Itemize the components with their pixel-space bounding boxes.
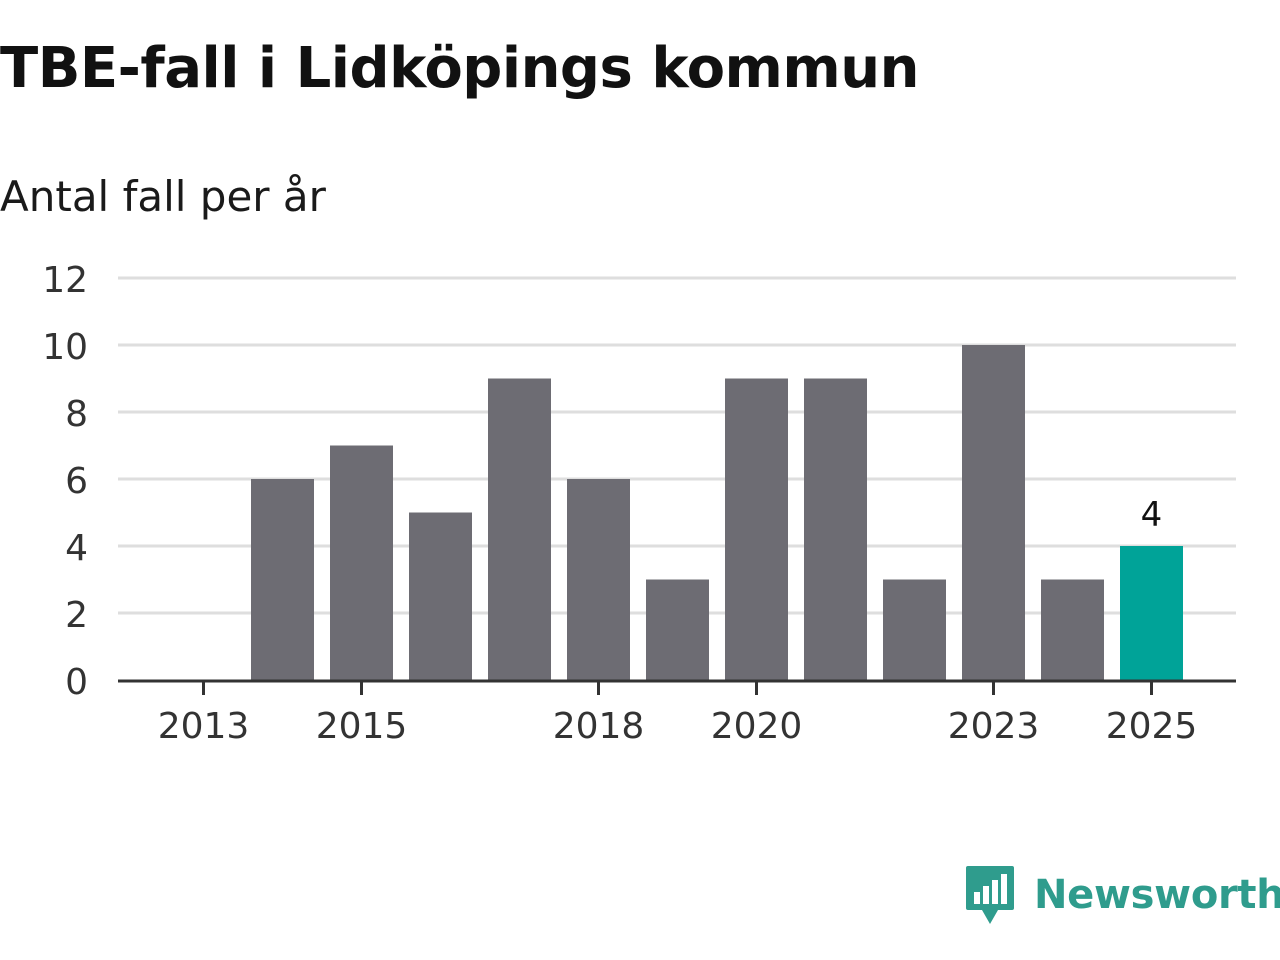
bar-2023 bbox=[962, 345, 1025, 680]
chart-title: TBE-fall i Lidköpings kommun bbox=[0, 36, 920, 101]
bar-2024 bbox=[1041, 579, 1104, 680]
bar-2014 bbox=[251, 479, 314, 680]
bar-2022 bbox=[883, 579, 946, 680]
newsworthy-logo: Newsworthy bbox=[964, 864, 1280, 926]
bar-2015 bbox=[330, 445, 393, 680]
bar-2016 bbox=[409, 512, 472, 680]
newsworthy-logo-icon bbox=[966, 866, 1014, 924]
y-tick-label: 4 bbox=[65, 528, 88, 569]
chart-subtitle: Antal fall per år bbox=[0, 172, 326, 221]
bar-2020 bbox=[725, 378, 788, 680]
bar-2019 bbox=[646, 579, 709, 680]
x-tick-label: 2015 bbox=[316, 706, 408, 747]
x-tick-label: 2018 bbox=[553, 706, 645, 747]
x-tick-label: 2013 bbox=[158, 706, 250, 747]
y-tick-label: 2 bbox=[65, 595, 88, 636]
y-tick-label: 10 bbox=[42, 327, 88, 368]
x-tick-label: 2025 bbox=[1106, 706, 1198, 747]
bar-2017 bbox=[488, 378, 551, 680]
y-tick-label: 12 bbox=[42, 260, 88, 301]
y-tick-label: 0 bbox=[65, 662, 88, 703]
x-tick-label: 2023 bbox=[948, 706, 1040, 747]
bar-2021 bbox=[804, 378, 867, 680]
bar-2018 bbox=[567, 479, 630, 680]
bar-2025 bbox=[1120, 546, 1183, 680]
newsworthy-logo-text: Newsworthy bbox=[1034, 872, 1280, 918]
x-tick-label: 2020 bbox=[711, 706, 803, 747]
data-label: 4 bbox=[1141, 495, 1163, 535]
y-tick-label: 8 bbox=[65, 394, 88, 435]
y-tick-label: 6 bbox=[65, 461, 88, 502]
